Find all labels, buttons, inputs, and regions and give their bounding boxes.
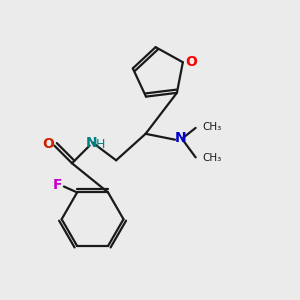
Text: F: F (53, 178, 63, 192)
Text: N: N (175, 131, 186, 145)
Text: O: O (42, 137, 54, 151)
Text: CH₃: CH₃ (202, 122, 221, 132)
Text: N: N (85, 136, 97, 150)
Text: CH₃: CH₃ (202, 153, 221, 163)
Text: H: H (96, 138, 106, 151)
Text: O: O (185, 55, 197, 69)
